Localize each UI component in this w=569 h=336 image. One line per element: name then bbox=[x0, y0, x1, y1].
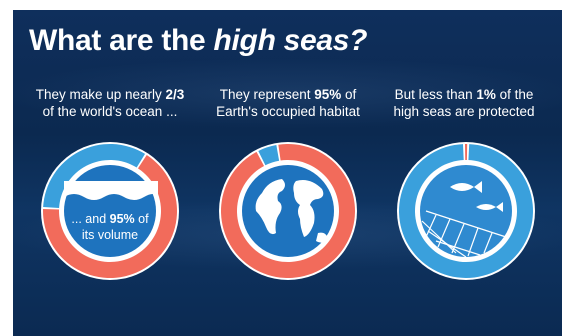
donut-slices bbox=[42, 144, 177, 278]
donut-protected bbox=[397, 142, 535, 280]
net-line bbox=[435, 240, 481, 256]
fish-body bbox=[450, 183, 474, 191]
caption-text: But less than bbox=[394, 87, 477, 102]
caption-text: of the bbox=[495, 87, 534, 102]
net-line bbox=[421, 220, 457, 254]
center-label-line-1: ... and 95% of bbox=[71, 212, 149, 226]
caption-line-1: They make up nearly 2/3 bbox=[30, 86, 190, 103]
fish-icon bbox=[450, 181, 482, 193]
caption-habitat: They represent 95% of Earth's occupied h… bbox=[208, 86, 368, 120]
center-label-text: of bbox=[135, 212, 149, 226]
fish-tail bbox=[496, 202, 503, 212]
donut-slice-protected bbox=[464, 144, 468, 161]
fish-icon bbox=[476, 202, 503, 212]
wave-decoration bbox=[13, 58, 562, 128]
net-line bbox=[483, 232, 493, 254]
caption-line-1: But less than 1% of the bbox=[384, 86, 544, 103]
donut-slices bbox=[221, 144, 355, 278]
page-title: What are the high seas? bbox=[29, 24, 368, 58]
title-lead: What are the bbox=[29, 24, 206, 57]
globe-icon bbox=[242, 165, 334, 257]
fish-body bbox=[476, 204, 496, 210]
continent-africa-eurasia bbox=[293, 180, 324, 237]
caption-line-1: They represent 95% of bbox=[208, 86, 368, 103]
caption-highlight: 2/3 bbox=[165, 87, 185, 102]
donut-habitat bbox=[219, 142, 357, 280]
center-label-line-2: its volume bbox=[82, 228, 138, 242]
caption-highlight: 1% bbox=[476, 87, 496, 102]
caption-text: They make up nearly bbox=[35, 87, 166, 102]
caption-line-2: of the world's ocean ... bbox=[42, 104, 178, 119]
caption-line-2: high seas are protected bbox=[393, 104, 535, 119]
net-line bbox=[451, 223, 465, 254]
donut-slices bbox=[399, 144, 533, 278]
fish-tail bbox=[474, 181, 482, 193]
water-disc bbox=[420, 165, 512, 257]
caption-ocean-area: They make up nearly 2/3 of the world's o… bbox=[30, 86, 190, 120]
caption-text: They represent bbox=[219, 87, 315, 102]
caption-highlight: 95% bbox=[314, 87, 342, 102]
caption-protected: But less than 1% of the high seas are pr… bbox=[384, 86, 544, 120]
water-disc bbox=[64, 165, 156, 257]
water-surface-wave bbox=[64, 181, 158, 200]
continent-americas bbox=[255, 179, 285, 235]
donut-slice-rest-of-habitat bbox=[258, 145, 280, 166]
center-label-text: ... and bbox=[71, 212, 109, 226]
title-emphasis: high seas? bbox=[213, 24, 368, 57]
continent-australia bbox=[316, 232, 328, 243]
center-label-highlight: 95% bbox=[110, 212, 135, 226]
net-line bbox=[425, 214, 437, 238]
net-line bbox=[425, 210, 507, 238]
donut-ocean-area: ... and 95% of its volume bbox=[41, 142, 179, 280]
caption-line-2: Earth's occupied habitat bbox=[216, 104, 360, 119]
fishing-net-icon bbox=[421, 210, 507, 258]
globe-ocean bbox=[242, 165, 334, 257]
donut-slice-rest-of-ocean bbox=[43, 144, 146, 208]
net-line bbox=[437, 218, 451, 248]
net-line bbox=[467, 227, 479, 257]
caption-text: of bbox=[341, 87, 357, 102]
